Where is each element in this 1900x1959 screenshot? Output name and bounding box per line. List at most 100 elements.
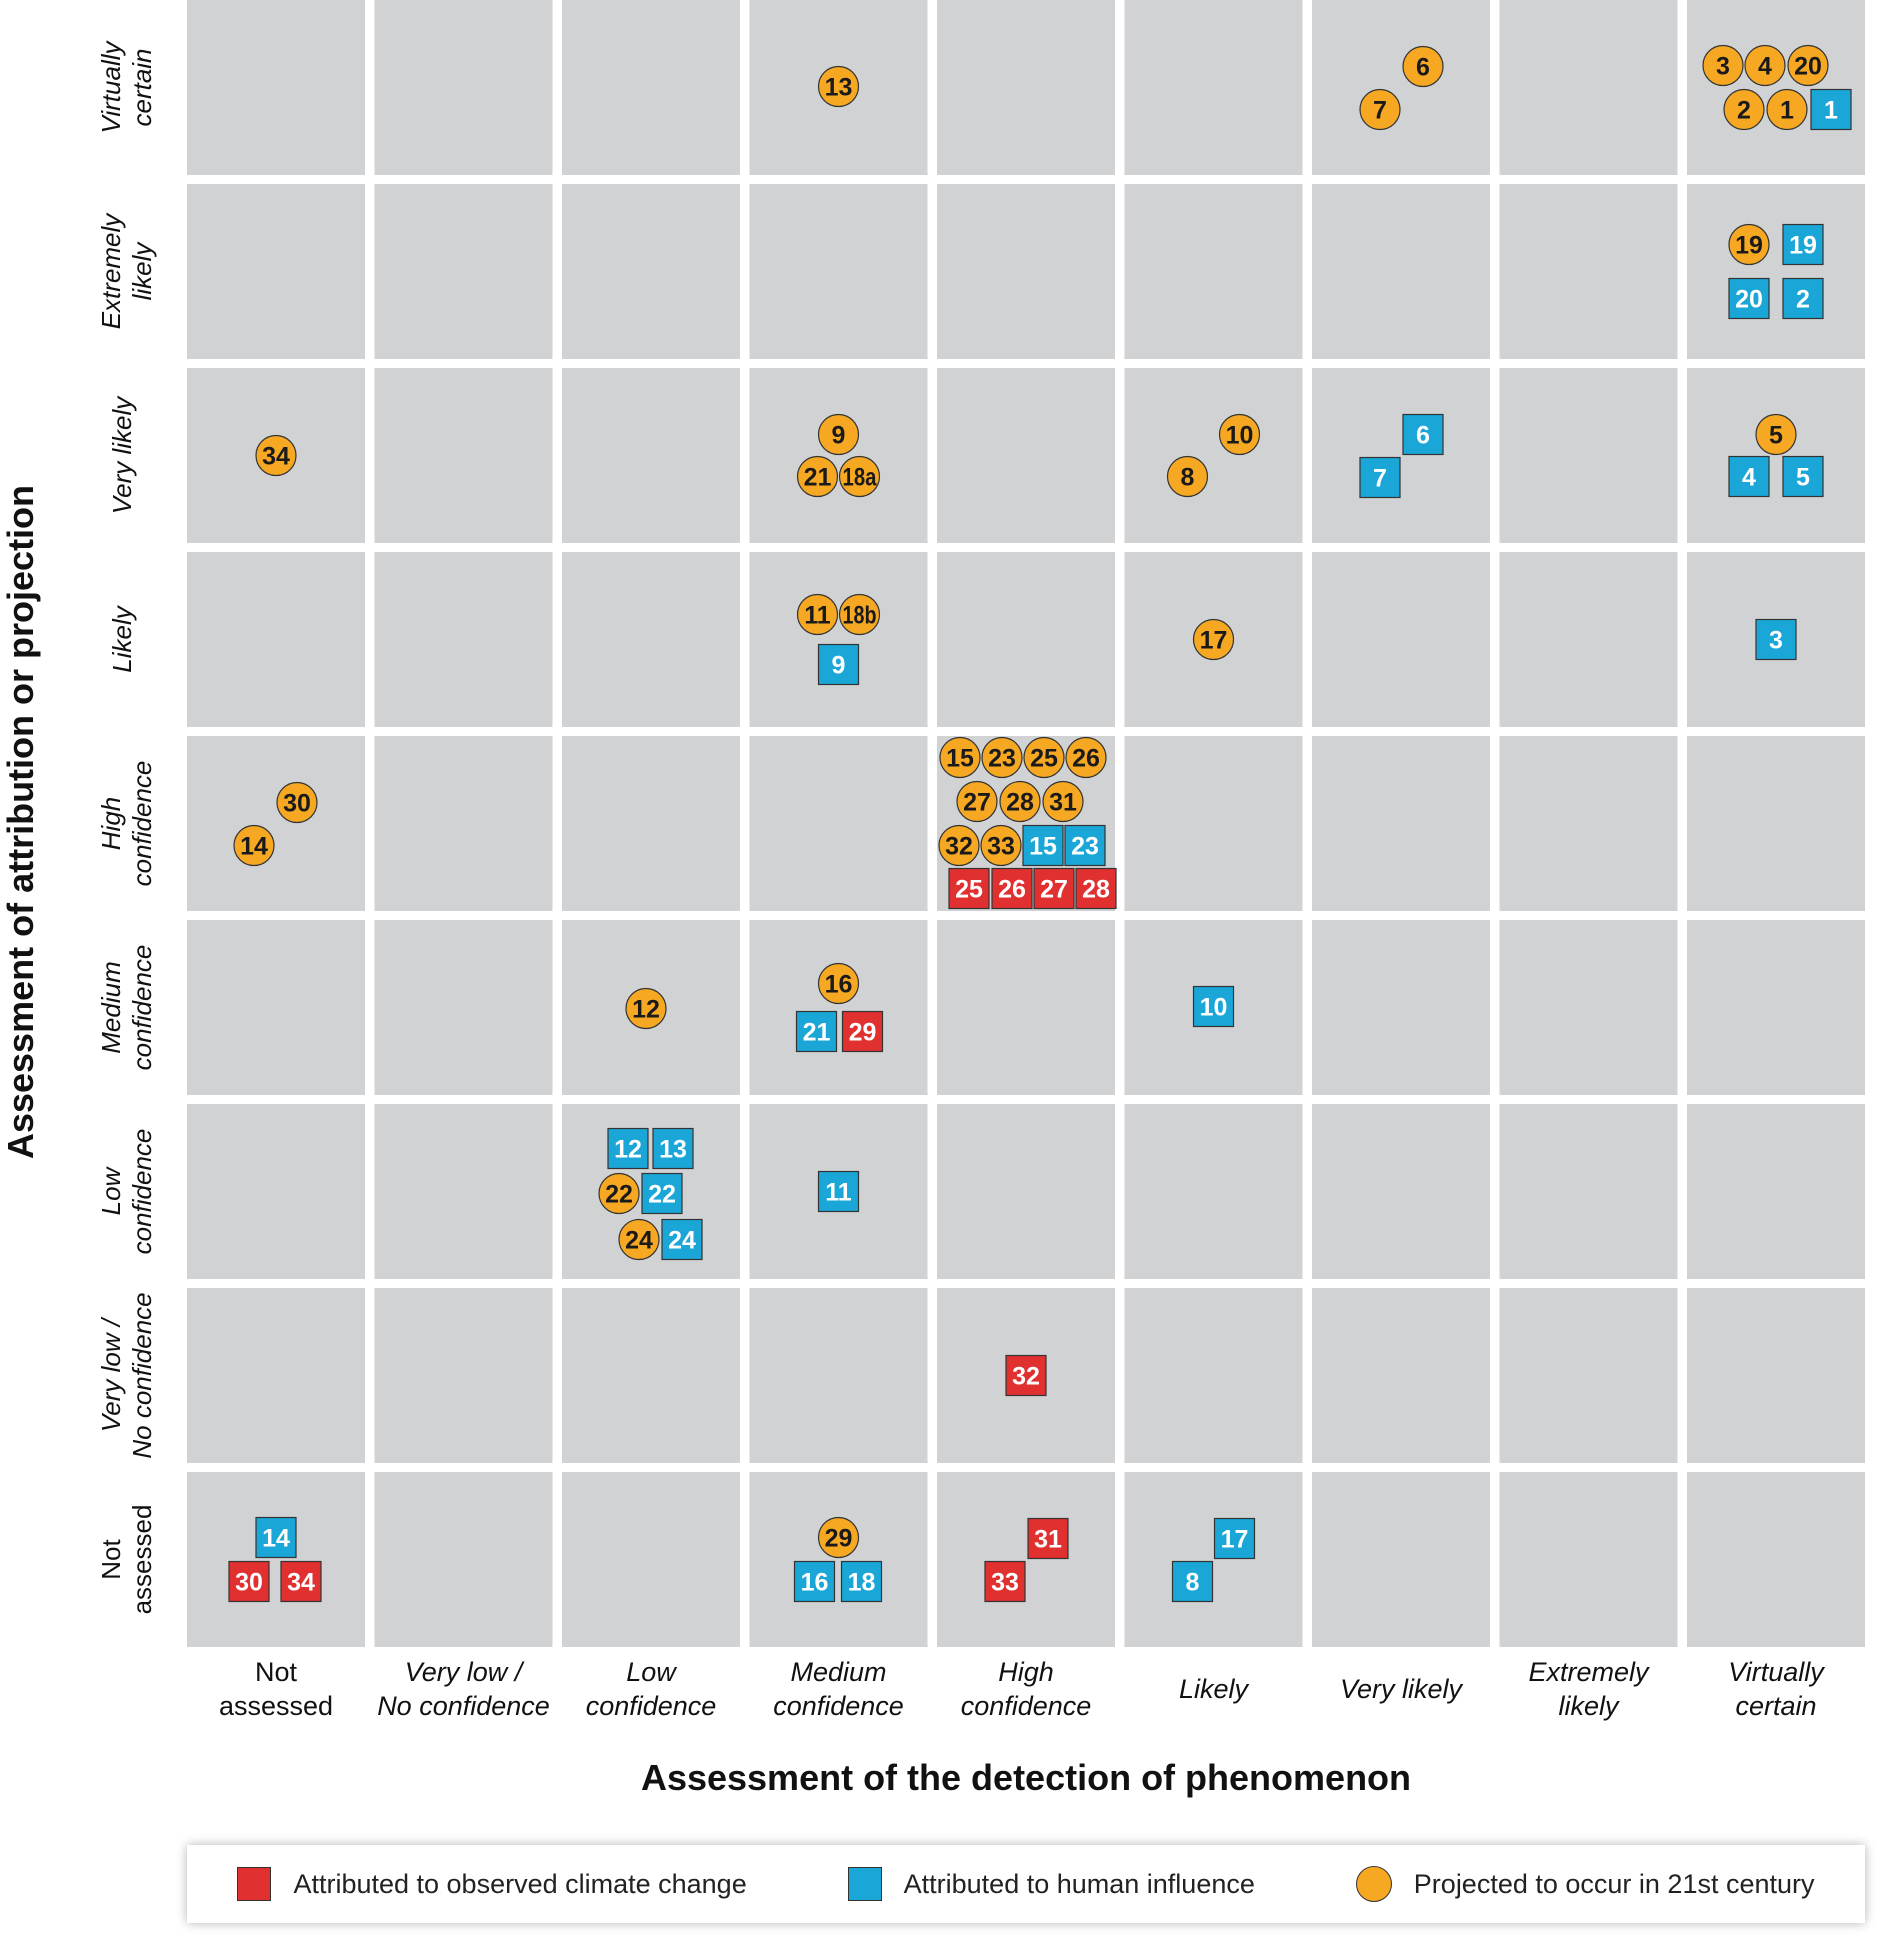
grid-cell (562, 1288, 740, 1463)
marker-label: 27 (1040, 876, 1068, 904)
marker-label: 7 (1373, 465, 1387, 493)
y-axis-tick-labels: Virtuallycertain Extremelylikely Very like… (96, 40, 157, 1615)
y-tick-line: Very likely (107, 395, 137, 515)
projected-circle (999, 780, 1041, 823)
legend-swatch-observed (237, 1867, 272, 1901)
marker-label: 20 (1735, 286, 1763, 314)
marker-projected-12: 12 (625, 987, 667, 1030)
projected-circle (817, 413, 860, 456)
grid-cell (1687, 184, 1865, 359)
human-square (661, 1218, 703, 1261)
marker-label: 30 (235, 1569, 263, 1597)
grid-cell (749, 920, 928, 1095)
projected-circle (1744, 44, 1786, 87)
marker-label: 9 (832, 652, 846, 680)
projected-circle (838, 593, 881, 636)
marker-label: 2 (1796, 286, 1810, 314)
marker-label: 31 (1049, 789, 1077, 817)
projected-circle (1755, 413, 1797, 456)
grid-cell (1499, 920, 1678, 1095)
y-tick-label: Lowconfidence (96, 1129, 157, 1255)
human-square (840, 1560, 883, 1603)
marker-label: 4 (1742, 464, 1756, 492)
marker-label: 28 (1082, 876, 1110, 904)
marker-projected-9: 9 (817, 413, 860, 456)
marker-human-5: 5 (1782, 455, 1824, 498)
projected-circle (255, 434, 297, 477)
marker-label: 10 (1200, 994, 1228, 1022)
marker-label: 6 (1416, 422, 1430, 450)
human-square (1192, 985, 1235, 1028)
human-square (795, 1010, 838, 1053)
projected-circle (1766, 88, 1808, 131)
projected-circle (1042, 780, 1084, 823)
marker-projected-31: 31 (1042, 780, 1084, 823)
marker-label: 6 (1416, 54, 1430, 82)
marker-label: 22 (648, 1181, 676, 1209)
projected-circle (598, 1172, 640, 1215)
y-tick-label: Very low /No confidence (96, 1292, 157, 1458)
marker-observed-33: 33 (984, 1560, 1026, 1603)
marker-projected-26: 26 (1065, 736, 1107, 779)
marker-projected-6: 6 (1402, 45, 1444, 88)
y-tick-label: Virtuallycertain (96, 40, 157, 134)
projected-circle (1402, 45, 1444, 88)
grid-cell (562, 552, 740, 727)
marker-projected-2: 2 (1723, 88, 1765, 131)
x-tick-line: Likely (1179, 1674, 1250, 1704)
projected-circle (956, 780, 998, 823)
marker-human-19: 19 (1782, 223, 1824, 266)
grid-cell (749, 1472, 928, 1647)
observed-square (1027, 1517, 1069, 1560)
marker-projected-13: 13 (817, 65, 860, 108)
marker-human-1: 1 (1810, 88, 1852, 131)
y-tick-line: No confidence (127, 1292, 157, 1458)
projected-circle (980, 824, 1022, 867)
grid-cell (1499, 1288, 1678, 1463)
marker-label: 30 (283, 790, 311, 818)
grid-cell (1687, 920, 1865, 1095)
y-tick-line: Low (96, 1165, 126, 1215)
x-tick-line: Virtually (1728, 1657, 1825, 1687)
human-square (1213, 1517, 1256, 1560)
marker-label: 8 (1186, 1569, 1200, 1597)
human-square (1755, 618, 1797, 661)
grid-cell (937, 368, 1115, 543)
projected-circle (938, 824, 980, 867)
human-square (1810, 88, 1852, 131)
legend-label-projected: Projected to occur in 21st century (1413, 1868, 1815, 1899)
x-tick-line: confidence (586, 1691, 717, 1721)
projected-circle (1723, 88, 1765, 131)
marker-label: 20 (1794, 53, 1822, 81)
y-tick-label: Highconfidence (96, 761, 157, 887)
marker-projected-27: 27 (956, 780, 998, 823)
marker-projected-18a: 18a (838, 455, 881, 498)
human-square (1402, 413, 1444, 456)
y-tick-line: confidence (127, 1129, 157, 1255)
grid-cell (1687, 1472, 1865, 1647)
grid-cell (187, 920, 365, 1095)
grid-cell (374, 184, 553, 359)
marker-projected-15: 15 (939, 736, 981, 779)
grid-cell (374, 1104, 553, 1279)
legend-label-observed: Attributed to observed climate change (293, 1868, 747, 1899)
projected-circle (796, 593, 839, 636)
grid-cell (749, 368, 928, 543)
marker-projected-8: 8 (1166, 455, 1209, 498)
projected-circle (1218, 413, 1261, 456)
x-tick-line: Very likely (1340, 1674, 1464, 1704)
grid-cell (937, 1472, 1115, 1647)
marker-label: 14 (240, 833, 268, 861)
human-square (1171, 1560, 1214, 1603)
human-square (652, 1127, 694, 1170)
grid-cell (374, 1472, 553, 1647)
marker-label: 25 (955, 876, 983, 904)
human-square (1782, 223, 1824, 266)
marker-human-3: 3 (1755, 618, 1797, 661)
human-square (255, 1516, 297, 1559)
grid-cell (1312, 1288, 1490, 1463)
x-tick-label: Likely (1179, 1674, 1250, 1704)
projected-circle (618, 1218, 660, 1261)
y-tick-line: likely (127, 241, 157, 301)
